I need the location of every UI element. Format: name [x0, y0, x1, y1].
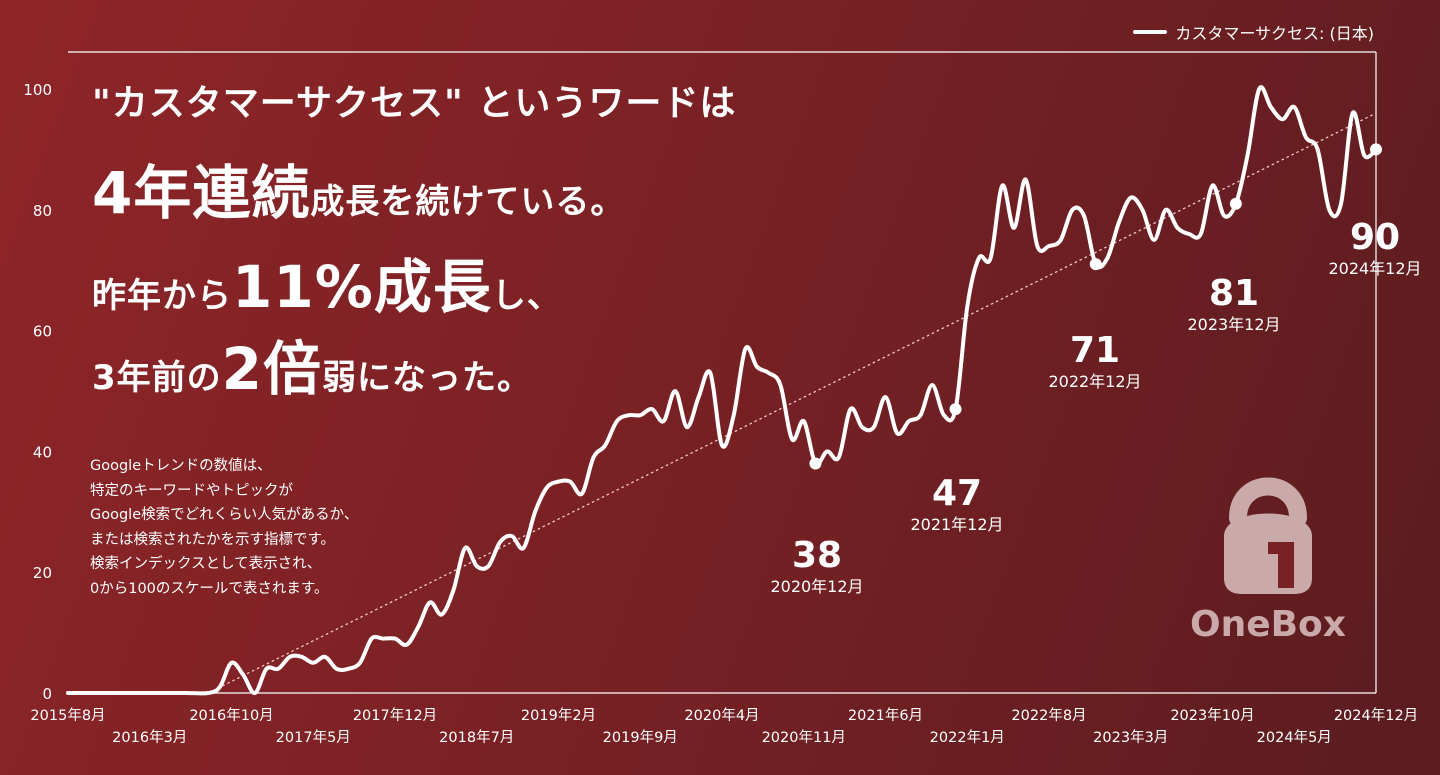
- x-tick-label: 2019年2月: [521, 707, 596, 724]
- headline-line-4: 3年前の2倍弱になった。: [92, 322, 532, 406]
- note-line: 検索インデックスとして表示され、: [90, 556, 322, 572]
- x-tick-label: 2016年3月: [112, 729, 187, 746]
- x-tick-label: 2018年7月: [439, 729, 514, 746]
- headline-text: 昨年から: [92, 276, 232, 316]
- annotation-date: 2024年12月: [1328, 259, 1422, 278]
- highlight-point: [949, 403, 962, 416]
- note-line: 特定のキーワードやトピックが: [90, 482, 293, 499]
- kettlebell-icon: [1224, 477, 1312, 594]
- annotation-2022: 71 2022年12月: [1048, 331, 1141, 393]
- note-line: または検索されたかを示す指標です。: [90, 531, 336, 548]
- legend-line-swatch: [1133, 30, 1168, 34]
- x-tick-label: 2024年12月: [1334, 707, 1418, 724]
- x-tick-label: 2015年8月: [30, 707, 105, 724]
- annotation-value: 90: [1349, 217, 1401, 258]
- annotation-2023: 81 2023年12月: [1187, 274, 1280, 336]
- y-tick-label: 40: [33, 443, 52, 461]
- annotation-2021: 47 2021年12月: [910, 474, 1003, 536]
- headline-emphasis: 2倍: [221, 335, 323, 403]
- annotation-value: 47: [931, 473, 983, 514]
- x-tick-label: 2017年5月: [276, 729, 351, 746]
- note-line: Googleトレンドの数値は、: [90, 458, 272, 474]
- legend-label: カスタマーサクセス: (日本): [1175, 24, 1374, 43]
- onebox-logo: OneBox: [1180, 466, 1356, 645]
- headline-line-1: "カスタマーサクセス" というワードは: [92, 83, 737, 124]
- annotation-value: 38: [791, 535, 843, 576]
- headline-emphasis: 11%成長: [232, 253, 492, 321]
- x-tick-label: 2022年8月: [1011, 707, 1086, 724]
- headline-text: 3年前の: [92, 358, 222, 398]
- annotation-2024: 90 2024年12月: [1328, 218, 1421, 280]
- headline-emphasis: 4年連続: [92, 159, 311, 227]
- x-tick-label: 2017年12月: [353, 707, 437, 724]
- y-tick-label: 100: [23, 81, 52, 99]
- y-tick-label: 80: [33, 202, 52, 220]
- x-tick-label: 2016年10月: [189, 707, 273, 724]
- x-tick-label: 2021年6月: [848, 707, 923, 724]
- annotation-date: 2020年12月: [770, 577, 864, 596]
- x-tick-label: 2023年10月: [1170, 707, 1254, 724]
- x-tick-label: 2024年5月: [1257, 729, 1332, 746]
- highlight-point: [1229, 197, 1242, 210]
- x-tick-label: 2023年3月: [1093, 729, 1168, 746]
- annotation-value: 71: [1069, 330, 1121, 371]
- logo-wordmark: OneBox: [1189, 604, 1347, 645]
- headline-text: し、: [491, 276, 562, 316]
- y-tick-label: 20: [33, 564, 52, 582]
- note-line: 0から100のスケールで表されます。: [90, 580, 329, 597]
- x-tick-label: 2022年1月: [930, 729, 1005, 746]
- x-tick-label: 2019年9月: [603, 729, 678, 746]
- annotation-date: 2022年12月: [1048, 372, 1142, 391]
- annotation-value: 81: [1208, 273, 1260, 314]
- trends-explanation-note: Googleトレンドの数値は、 特定のキーワードやトピックが Google検索で…: [90, 454, 358, 601]
- headline-line-2: 4年連続成長を続けている。: [92, 146, 625, 230]
- y-tick-label: 60: [33, 323, 52, 341]
- highlight-point: [1089, 258, 1102, 271]
- headline-text: 成長を続けている。: [310, 182, 626, 222]
- annotation-date: 2021年12月: [910, 515, 1004, 534]
- headline-text: 弱になった。: [322, 358, 533, 398]
- y-tick-label: 0: [42, 685, 52, 703]
- chart-legend: カスタマーサクセス: (日本): [1133, 20, 1374, 44]
- annotation-date: 2023年12月: [1187, 315, 1281, 334]
- x-tick-label: 2020年11月: [762, 729, 846, 746]
- x-tick-label: 2020年4月: [684, 707, 759, 724]
- highlight-point: [809, 457, 822, 470]
- headline-line-3: 昨年から11%成長し、: [92, 240, 562, 324]
- highlight-point: [1370, 143, 1382, 156]
- note-line: Google検索でどれくらい人気があるか、: [90, 507, 359, 523]
- series-line: [66, 85, 1378, 696]
- annotation-2020: 38 2020年12月: [770, 536, 863, 598]
